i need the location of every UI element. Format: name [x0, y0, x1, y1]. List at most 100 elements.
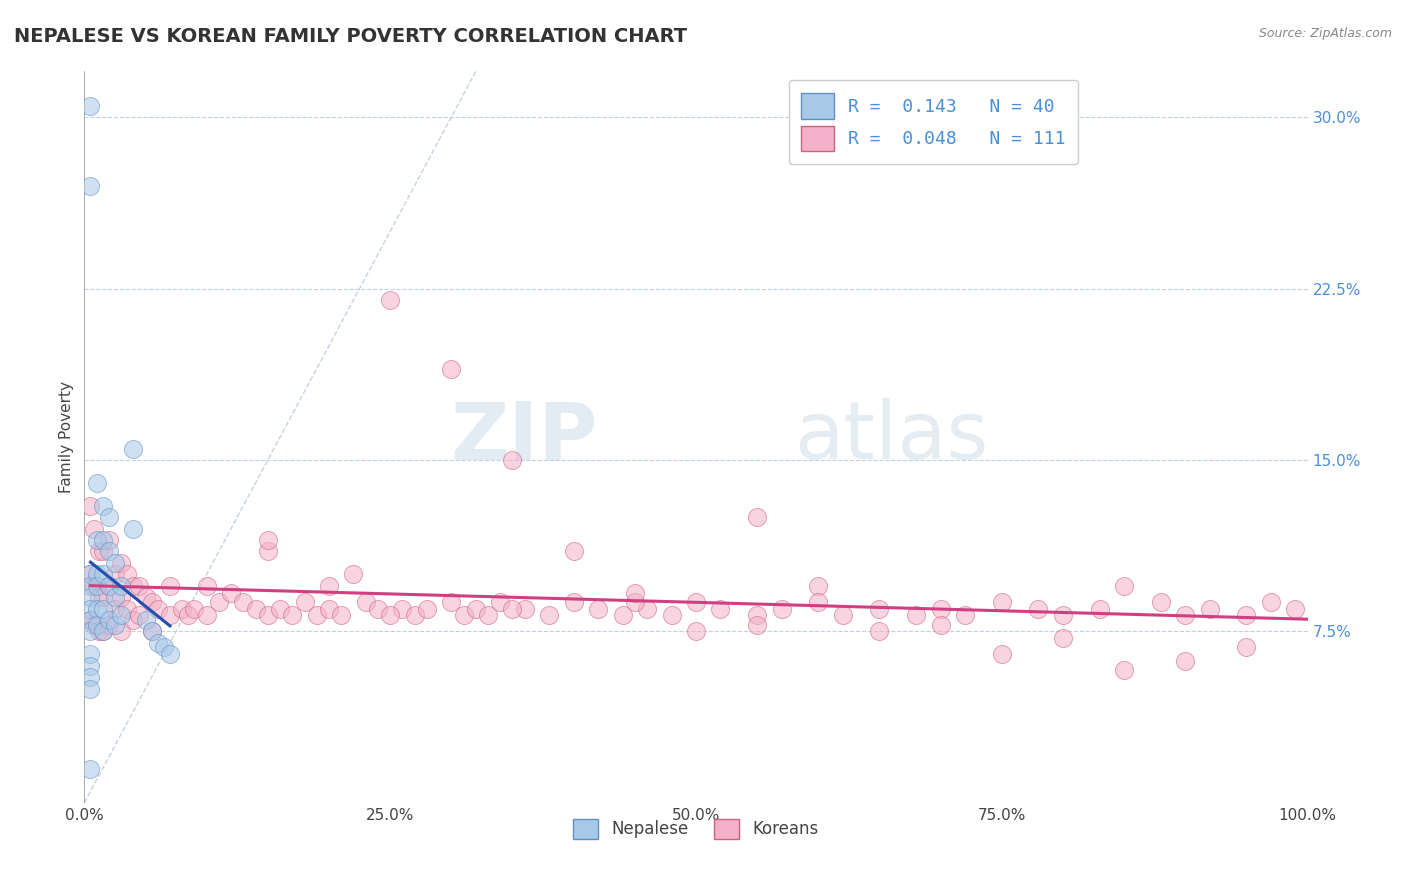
Point: [294, 595, 316, 609]
Point: [79, 590, 101, 604]
Point: [128, 608, 150, 623]
Point: [1198, 601, 1220, 615]
Point: [562, 544, 585, 558]
Point: [624, 595, 647, 609]
Point: [257, 544, 280, 558]
Point: [83, 617, 105, 632]
Point: [79, 567, 101, 582]
Point: [79, 762, 101, 776]
Point: [91, 533, 114, 547]
Point: [79, 579, 101, 593]
Point: [86, 579, 108, 593]
Point: [929, 617, 952, 632]
Point: [91, 601, 114, 615]
Point: [79, 670, 101, 684]
Point: [86, 475, 108, 490]
Point: [770, 601, 793, 615]
Point: [86, 533, 108, 547]
Text: atlas: atlas: [794, 398, 988, 476]
Point: [464, 601, 486, 615]
Point: [79, 601, 101, 615]
Point: [342, 567, 364, 582]
Point: [1114, 663, 1136, 677]
Point: [477, 608, 499, 623]
Point: [195, 608, 218, 623]
Point: [1028, 601, 1050, 615]
Point: [1114, 579, 1136, 593]
Point: [110, 590, 132, 604]
Point: [91, 567, 114, 582]
Point: [831, 608, 853, 623]
Point: [110, 556, 132, 570]
Point: [1236, 640, 1258, 655]
Point: [86, 567, 108, 582]
Point: [1088, 601, 1111, 615]
Point: [1236, 608, 1258, 623]
Point: [416, 601, 439, 615]
Point: [79, 613, 101, 627]
Point: [97, 613, 120, 627]
Point: [91, 499, 114, 513]
Point: [502, 601, 524, 615]
Point: [440, 595, 463, 609]
Point: [79, 98, 101, 112]
Point: [380, 293, 402, 307]
Legend: Nepalese, Koreans: Nepalese, Koreans: [567, 812, 825, 846]
Point: [141, 624, 163, 639]
Point: [110, 608, 132, 623]
Point: [257, 533, 280, 547]
Point: [318, 579, 340, 593]
Point: [91, 544, 114, 558]
Point: [1174, 608, 1197, 623]
Point: [110, 579, 132, 593]
Point: [1150, 595, 1173, 609]
Point: [79, 499, 101, 513]
Point: [91, 590, 114, 604]
Point: [104, 556, 127, 570]
Point: [97, 510, 120, 524]
Point: [195, 579, 218, 593]
Point: [128, 579, 150, 593]
Point: [122, 613, 145, 627]
Point: [135, 590, 157, 604]
Point: [257, 608, 280, 623]
Point: [281, 608, 304, 623]
Point: [991, 595, 1014, 609]
Point: [172, 601, 194, 615]
Point: [905, 608, 928, 623]
Point: [104, 617, 127, 632]
Point: [367, 601, 389, 615]
Point: [747, 608, 769, 623]
Point: [269, 601, 291, 615]
Point: [709, 601, 731, 615]
Point: [104, 590, 127, 604]
Point: [380, 608, 402, 623]
Point: [79, 647, 101, 661]
Point: [330, 608, 353, 623]
Point: [1260, 595, 1282, 609]
Point: [141, 624, 163, 639]
Point: [79, 613, 101, 627]
Point: [183, 601, 205, 615]
Point: [747, 510, 769, 524]
Point: [232, 595, 254, 609]
Point: [513, 601, 536, 615]
Point: [146, 636, 169, 650]
Point: [97, 579, 120, 593]
Point: [87, 544, 110, 558]
Point: [562, 595, 585, 609]
Point: [159, 647, 181, 661]
Point: [83, 579, 105, 593]
Point: [685, 595, 707, 609]
Point: [122, 579, 145, 593]
Point: [87, 590, 110, 604]
Point: [685, 624, 707, 639]
Point: [747, 617, 769, 632]
Point: [318, 601, 340, 615]
Point: [489, 595, 512, 609]
Point: [636, 601, 658, 615]
Point: [141, 595, 163, 609]
Point: [538, 608, 561, 623]
Point: [135, 613, 157, 627]
Point: [87, 624, 110, 639]
